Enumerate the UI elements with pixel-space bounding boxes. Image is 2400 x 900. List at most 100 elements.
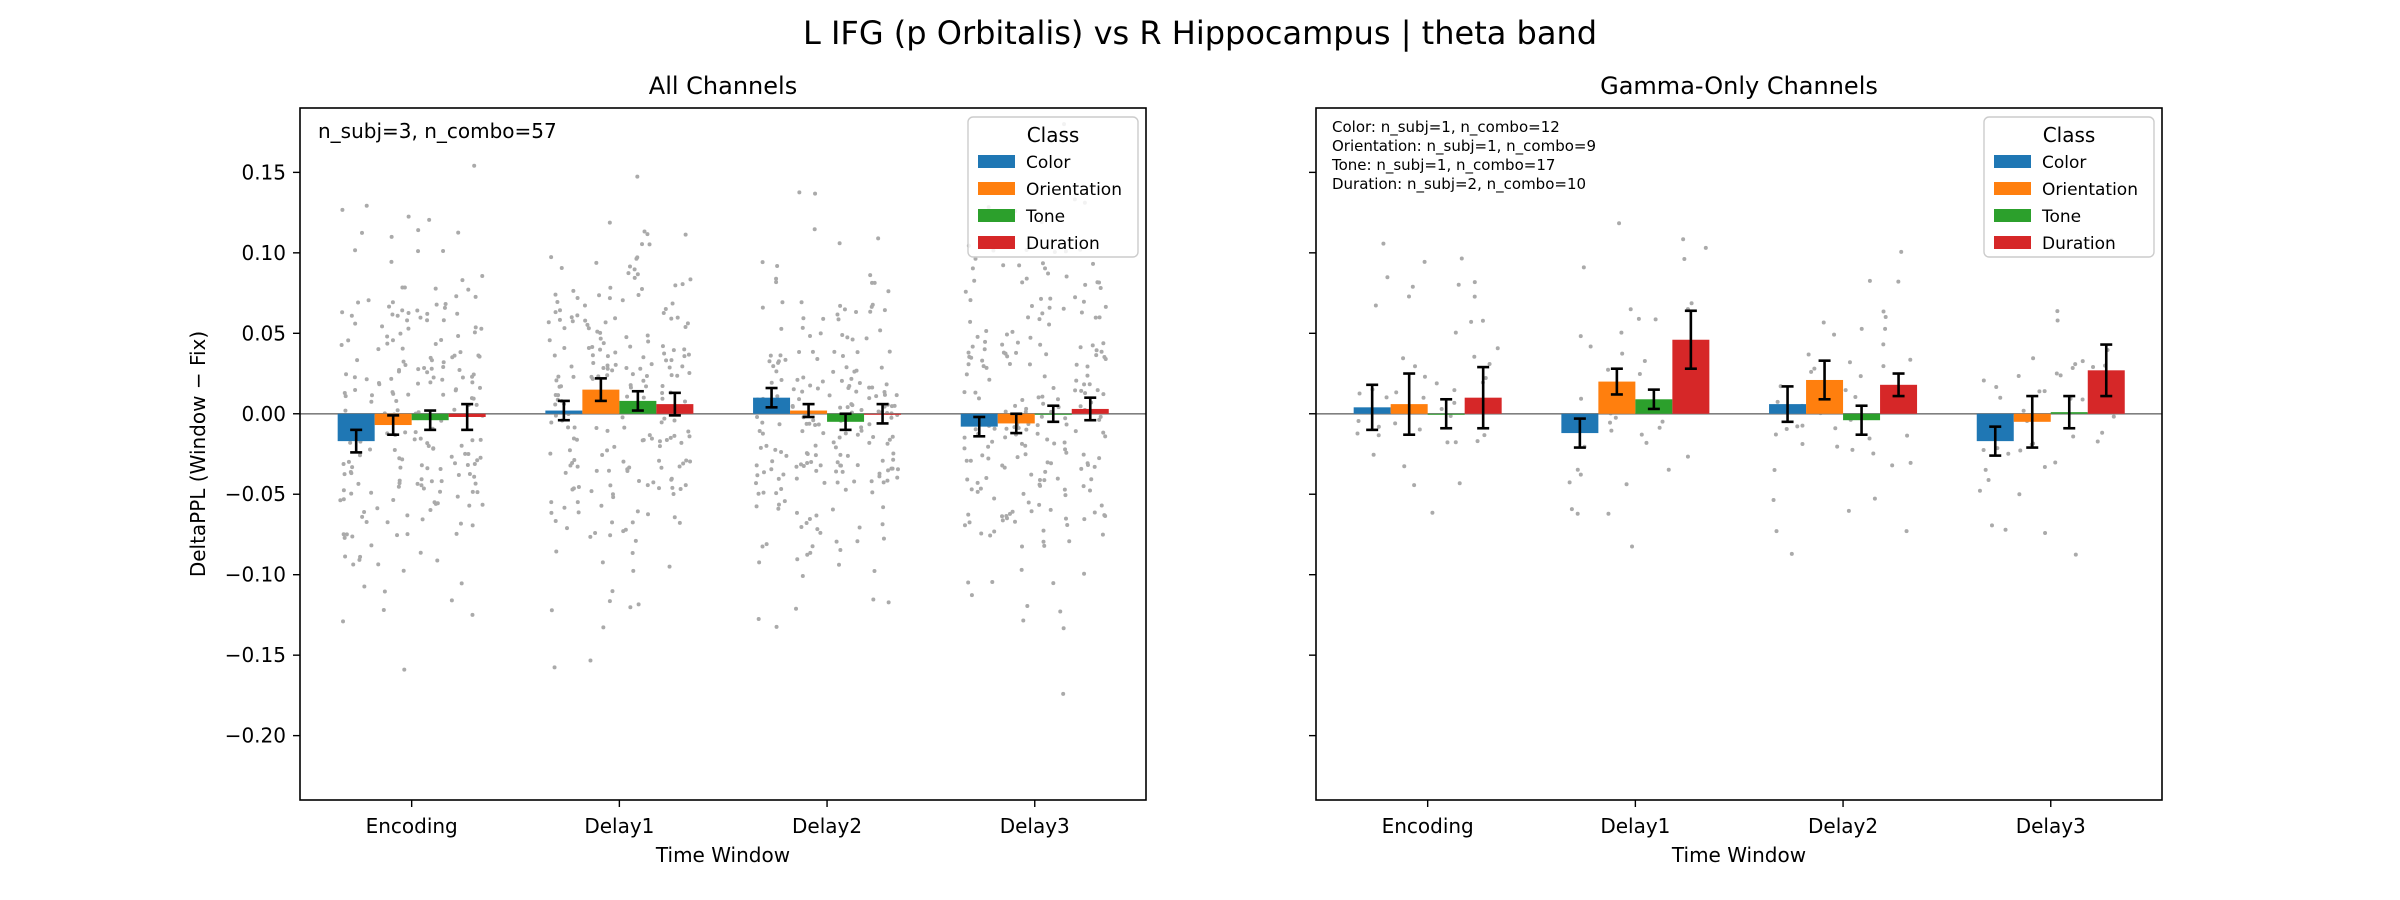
legend-label-orientation: Orientation [2042,180,2138,200]
jitter-point [1097,417,1102,422]
jitter-point [831,440,836,445]
jitter-point [458,350,463,355]
jitter-point [390,390,395,395]
jitter-point [343,394,348,399]
jitter-point [1047,322,1052,327]
jitter-point [813,422,818,427]
jitter-point [472,330,477,335]
jitter-point [562,345,567,350]
legend-swatch-orientation [978,182,1015,195]
jitter-point [360,514,365,519]
jitter-point [555,299,560,304]
jitter-point [1026,500,1031,505]
jitter-point [1795,424,1800,429]
jitter-point [364,519,369,524]
jitter-point [1063,447,1068,452]
jitter-point [867,385,872,390]
jitter-point [1027,362,1032,367]
jitter-point [434,302,439,307]
jitter-point [842,307,847,312]
jitter-point [1019,567,1024,572]
jitter-point [1004,332,1009,337]
jitter-point [978,486,983,491]
jitter-point [855,350,860,355]
jitter-point [463,451,468,456]
jitter-point [1410,284,1415,289]
jitter-point [1472,354,1477,359]
jitter-point [402,667,407,672]
jitter-point [969,593,974,598]
jitter-point [1682,256,1687,261]
jitter-point [632,267,637,272]
jitter-point [1094,348,1099,353]
jitter-point [460,278,465,283]
jitter-point [764,542,769,547]
jitter-point [396,484,401,489]
jitter-point [357,557,362,562]
jitter-point [1867,436,1872,441]
jitter-point [586,346,591,351]
jitter-point [812,227,817,232]
jitter-point [376,347,381,352]
jitter-point [472,461,477,466]
jitter-point [1063,416,1068,421]
jitter-point [1983,467,1988,472]
jitter-point [406,311,411,316]
jitter-point [1853,394,1858,399]
jitter-point [1000,342,1005,347]
jitter-point [1578,472,1583,477]
jitter-point [608,533,613,538]
jitter-point [845,453,850,458]
jitter-point [963,289,968,294]
jitter-point [1422,259,1427,264]
jitter-point [886,468,891,473]
jitter-point [400,308,405,313]
jitter-point [837,435,842,440]
jitter-point [1074,362,1079,367]
jitter-point [630,520,635,525]
jitter-point [456,333,461,338]
jitter-point [341,619,346,624]
jitter-point [1041,528,1046,533]
jitter-point [760,260,765,265]
jitter-point [843,431,848,436]
jitter-point [754,504,759,509]
jitter-point [990,579,995,584]
jitter-point [1588,344,1593,349]
jitter-point [881,505,886,510]
jitter-point [1062,487,1067,492]
jitter-point [549,510,554,515]
jitter-point [774,491,779,496]
jitter-point [1908,357,1913,362]
jitter-point [1772,467,1777,472]
jitter-point [671,348,676,353]
jitter-point [2043,531,2048,536]
jitter-point [1024,276,1029,281]
jitter-point [1417,427,1422,432]
jitter-point [992,426,997,431]
jitter-point [381,607,386,612]
jitter-point [683,483,688,488]
jitter-point [1858,374,1863,379]
jitter-point [563,470,568,475]
jitter-point [805,461,810,466]
x-tick-label: Delay1 [584,814,654,838]
jitter-point [553,413,558,418]
jitter-point [784,453,789,458]
jitter-point [553,402,558,407]
annotation-line: n_subj=3, n_combo=57 [318,119,557,143]
jitter-point [576,484,581,489]
jitter-point [349,313,354,318]
jitter-point [1092,510,1097,515]
jitter-point [890,466,895,471]
jitter-point [585,322,590,327]
error-bar [1855,404,1868,436]
jitter-point [827,393,832,398]
jitter-point [975,334,980,339]
error-bar [594,377,607,403]
jitter-point [439,479,444,484]
jitter-point [1058,609,1063,614]
jitter-point [594,425,599,430]
jitter-point [1024,427,1029,432]
jitter-point [794,464,799,469]
